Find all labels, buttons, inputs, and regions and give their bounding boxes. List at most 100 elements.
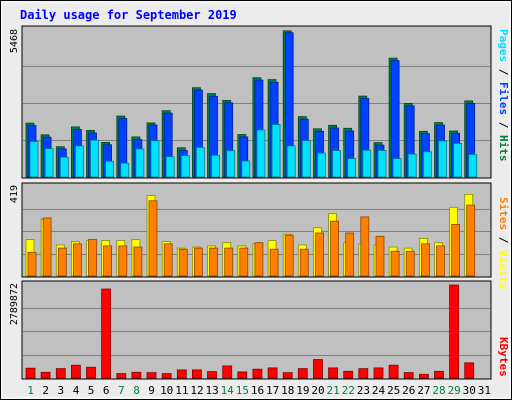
bar-kbytes-day-14 (222, 365, 233, 379)
bar-pages-day-27 (422, 151, 432, 178)
bar-sites-day-6 (103, 245, 112, 277)
bar-pages-day-19 (301, 140, 311, 178)
bar-kbytes-day-3 (55, 368, 66, 379)
day-label-17: 17 (266, 384, 279, 397)
bar-pages-day-12 (195, 147, 205, 178)
day-label-7: 7 (118, 384, 125, 397)
bar-kbytes-day-10 (161, 373, 172, 379)
day-label-28: 28 (432, 384, 445, 397)
bar-pages-day-13 (211, 154, 220, 178)
bar-kbytes-day-6 (101, 288, 111, 379)
bar-sites-day-23 (360, 216, 370, 277)
bar-pages-day-18 (286, 145, 296, 178)
day-label-19: 19 (296, 384, 309, 397)
bottom-legend-part-0: KBytes (497, 337, 510, 377)
day-labels: 1 2 3 4 5 6 7 8 9 10 11 12 13 14 15 16 17 18 19 20 21 22 23 24 2… (27, 384, 491, 397)
middle-legend: Sites / Visits (497, 197, 510, 290)
day-label-6: 6 (103, 384, 110, 397)
bar-pages-day-7 (120, 162, 130, 178)
day-label-5: 5 (88, 384, 95, 397)
bar-pages-day-28 (438, 140, 447, 178)
bar-kbytes-day-21 (328, 367, 339, 379)
top-legend-part-2: Files (497, 82, 510, 115)
bar-sites-day-26 (405, 250, 415, 277)
day-label-9: 9 (148, 384, 155, 397)
bar-sites-day-20 (315, 232, 324, 277)
bar-kbytes-day-2 (40, 371, 51, 379)
bar-pages-day-2 (44, 148, 54, 178)
bar-sites-day-17 (269, 248, 279, 277)
bar-sites-day-9 (148, 200, 158, 277)
day-label-15: 15 (236, 384, 249, 397)
day-label-8: 8 (133, 384, 140, 397)
bar-pages-day-9 (150, 140, 160, 178)
bar-pages-day-8 (135, 148, 145, 178)
bar-sites-day-2 (42, 217, 52, 277)
top-axis-max-label: 5468 (9, 29, 20, 53)
bar-sites-day-13 (209, 247, 218, 277)
day-label-14: 14 (221, 384, 235, 397)
day-label-29: 29 (448, 384, 461, 397)
bar-pages-day-6 (105, 160, 114, 178)
bar-pages-day-1 (29, 141, 39, 178)
bar-kbytes-day-18 (282, 372, 293, 379)
bar-kbytes-day-28 (434, 370, 444, 379)
bar-kbytes-day-15 (237, 371, 248, 379)
top-legend-text: Pages / Files / Hits (497, 29, 510, 162)
bar-kbytes-day-24 (373, 367, 384, 379)
top-legend-part-0: Pages (497, 29, 510, 62)
day-label-25: 25 (387, 384, 400, 397)
bar-pages-day-26 (407, 153, 417, 178)
bottom-legend: KBytes (497, 337, 510, 377)
bar-kbytes-day-22 (343, 370, 354, 379)
top-legend-part-4: Hits (497, 135, 510, 162)
bar-kbytes-day-5 (86, 366, 96, 379)
bar-kbytes-day-7 (116, 373, 127, 379)
bar-pages-day-10 (165, 156, 175, 178)
bar-sites-day-10 (163, 243, 173, 277)
day-label-27: 27 (417, 384, 430, 397)
bar-sites-day-15 (239, 247, 249, 277)
day-label-10: 10 (160, 384, 173, 397)
bar-pages-day-21 (332, 150, 342, 178)
day-label-22: 22 (342, 384, 355, 397)
bar-pages-day-25 (392, 158, 402, 178)
bar-sites-day-7 (118, 245, 128, 277)
bar-pages-day-14 (226, 150, 236, 178)
bar-kbytes-day-29 (449, 284, 460, 379)
middle-legend-text: Sites / Visits (497, 197, 510, 290)
bar-pages-day-4 (75, 145, 84, 178)
middle-legend-part-2: Visits (497, 250, 510, 290)
top-panel: 5468 Pages / Files / Hits (9, 25, 510, 179)
day-label-31: 31 (478, 384, 491, 397)
bar-kbytes-day-1 (25, 367, 36, 379)
day-label-12: 12 (190, 384, 203, 397)
bar-pages-day-17 (271, 124, 281, 178)
top-legend-part-3: / (497, 115, 510, 135)
bar-sites-day-24 (375, 235, 385, 277)
day-label-23: 23 (357, 384, 370, 397)
bar-pages-day-5 (90, 139, 99, 178)
bar-sites-day-28 (436, 245, 445, 277)
bar-kbytes-day-16 (252, 368, 263, 379)
middle-legend-part-1: / (497, 230, 510, 250)
bar-kbytes-day-20 (313, 359, 323, 379)
bar-sites-day-8 (133, 246, 143, 277)
day-label-2: 2 (42, 384, 49, 397)
bar-sites-day-5 (88, 239, 97, 277)
bar-pages-day-11 (180, 155, 190, 178)
bottom-legend-text: KBytes (497, 337, 510, 377)
bottom-panel: 2789872 KBytes (9, 280, 510, 380)
day-label-26: 26 (402, 384, 415, 397)
bar-kbytes-day-17 (267, 367, 278, 379)
bar-sites-day-30 (466, 204, 476, 277)
chart-title: Daily usage for September 2019 (20, 8, 237, 22)
bar-kbytes-day-12 (191, 369, 202, 379)
top-legend-part-1: / (497, 62, 510, 82)
bar-pages-day-29 (453, 142, 463, 178)
day-label-1: 1 (27, 384, 34, 397)
bar-kbytes-day-26 (403, 372, 414, 379)
bar-pages-day-20 (317, 152, 326, 178)
bar-pages-day-3 (59, 156, 69, 178)
